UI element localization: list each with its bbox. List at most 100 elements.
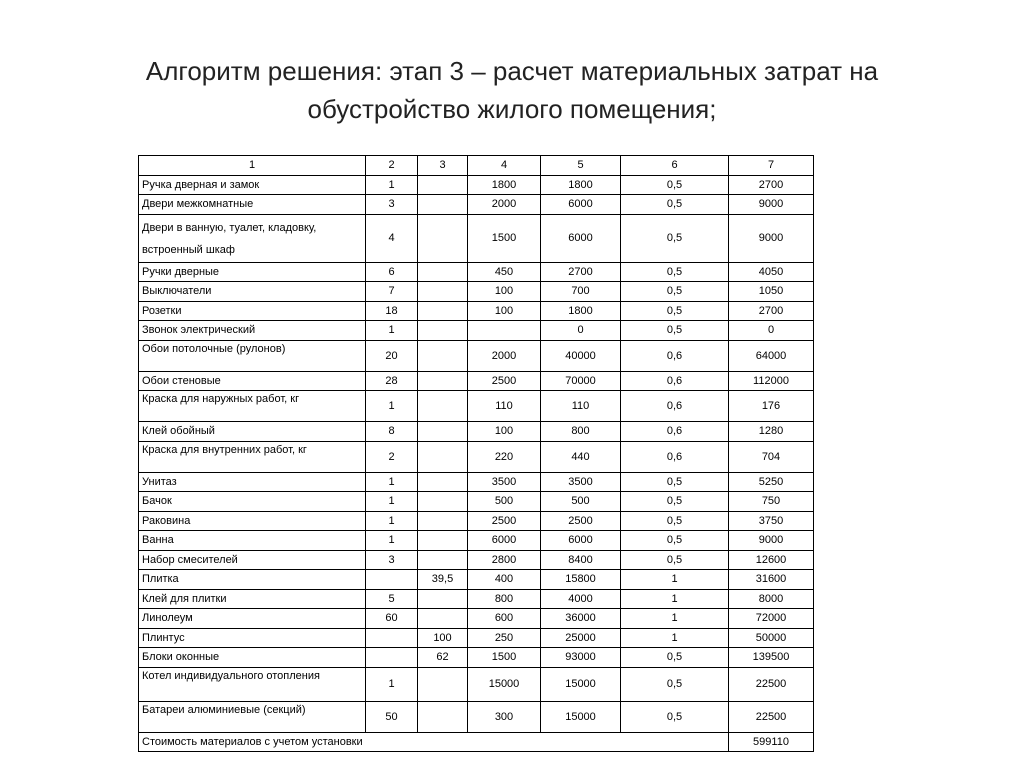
value-cell: 9000 [728, 530, 814, 551]
value-cell: 2500 [467, 510, 541, 531]
value-cell: 1500 [467, 647, 541, 668]
table-row: Розетки 18 100 1800 0,5 2700 [138, 300, 814, 321]
table-row: Ручки дверные 6 450 2700 0,5 4050 [138, 261, 814, 282]
table-row: Батареи алюминиевые (секций) 50 300 15000 0,… [138, 700, 814, 733]
value-cell: 25000 [540, 627, 621, 648]
value-cell: 6000 [540, 194, 621, 215]
value-cell [417, 440, 468, 473]
value-cell: 2500 [467, 370, 541, 391]
value-cell: 0,6 [620, 370, 729, 391]
item-name-cell: Набор смесителей [138, 549, 366, 570]
value-cell [417, 194, 468, 215]
value-cell: 31600 [728, 569, 814, 590]
table-row: Краска для наружных работ, кг 1 110 110 0,6 1… [138, 390, 814, 422]
item-name-cell: Батареи алюминиевые (секций) [138, 700, 366, 733]
value-cell [417, 370, 468, 391]
value-cell: 1280 [728, 421, 814, 442]
value-cell: 800 [467, 588, 541, 609]
value-cell: 1 [620, 569, 729, 590]
header-cell: 5 [540, 155, 621, 176]
item-name-cell: Ручка дверная и замок [138, 174, 366, 195]
value-cell: 50000 [728, 627, 814, 648]
value-cell: 3 [365, 549, 418, 570]
value-cell: 15000 [540, 700, 621, 733]
value-cell: 7 [365, 281, 418, 302]
value-cell [417, 300, 468, 321]
value-cell: 0 [540, 320, 621, 341]
value-cell [417, 608, 468, 629]
table-row: Двери в ванную, туалет, кладовку, встрое… [138, 213, 814, 263]
table-row: Унитаз 1 3500 3500 0,5 5250 [138, 471, 814, 492]
value-cell: 3500 [540, 471, 621, 492]
table-row: Ванна 1 6000 6000 0,5 9000 [138, 530, 814, 551]
value-cell [417, 320, 468, 341]
value-cell: 450 [467, 261, 541, 282]
value-cell: 600 [467, 608, 541, 629]
value-cell: 1 [620, 608, 729, 629]
value-cell: 5 [365, 588, 418, 609]
value-cell: 6 [365, 261, 418, 282]
value-cell: 8 [365, 421, 418, 442]
value-cell: 0,5 [620, 491, 729, 512]
value-cell: 9000 [728, 213, 814, 263]
header-cell: 7 [728, 155, 814, 176]
value-cell: 440 [540, 440, 621, 473]
item-name-cell: Линолеум [138, 608, 366, 629]
table-row: Раковина 1 2500 2500 0,5 3750 [138, 510, 814, 531]
table-row: Плинтус 100 250 25000 1 50000 [138, 627, 814, 648]
value-cell: 2 [365, 440, 418, 473]
item-name-cell: Обои потолочные (рулонов) [138, 339, 366, 372]
item-name-cell: Звонок электрический [138, 320, 366, 341]
value-cell: 0,5 [620, 510, 729, 531]
value-cell: 8400 [540, 549, 621, 570]
value-cell: 0,6 [620, 339, 729, 372]
value-cell: 1 [620, 588, 729, 609]
value-cell: 1050 [728, 281, 814, 302]
value-cell: 100 [467, 300, 541, 321]
table-row: Плитка 39,5 400 15800 1 31600 [138, 569, 814, 590]
item-name-cell: Розетки [138, 300, 366, 321]
value-cell: 64000 [728, 339, 814, 372]
value-cell: 1800 [540, 174, 621, 195]
value-cell: 500 [467, 491, 541, 512]
value-cell: 220 [467, 440, 541, 473]
value-cell: 3 [365, 194, 418, 215]
value-cell: 0,5 [620, 471, 729, 492]
slide-title: Алгоритм решения: этап 3 – расчет матери… [0, 52, 1024, 128]
value-cell [417, 491, 468, 512]
value-cell [365, 569, 418, 590]
item-name-cell: Краска для наружных работ, кг [138, 390, 366, 422]
table-row: Двери межкомнатные 3 2000 6000 0,5 9000 [138, 194, 814, 215]
value-cell: 250 [467, 627, 541, 648]
value-cell [417, 339, 468, 372]
item-name-cell: Ванна [138, 530, 366, 551]
value-cell [417, 588, 468, 609]
value-cell: 72000 [728, 608, 814, 629]
value-cell: 0,5 [620, 213, 729, 263]
value-cell: 500 [540, 491, 621, 512]
table-row: Клей обойный 8 100 800 0,6 1280 [138, 421, 814, 442]
table-row: Обои стеновые 28 2500 70000 0,6 112000 [138, 370, 814, 391]
item-name-cell: Двери межкомнатные [138, 194, 366, 215]
value-cell: 93000 [540, 647, 621, 668]
value-cell: 110 [467, 390, 541, 422]
item-name-cell: Краска для внутренних работ, кг [138, 440, 366, 473]
table-row: Краска для внутренних работ, кг 2 220 440 0,… [138, 440, 814, 473]
value-cell: 15000 [540, 666, 621, 702]
value-cell: 0,5 [620, 194, 729, 215]
value-cell: 3500 [467, 471, 541, 492]
table-row: Клей для плитки 5 800 4000 1 8000 [138, 588, 814, 609]
value-cell: 2800 [467, 549, 541, 570]
value-cell: 100 [467, 281, 541, 302]
value-cell: 0,5 [620, 666, 729, 702]
value-cell: 750 [728, 491, 814, 512]
value-cell: 22500 [728, 700, 814, 733]
value-cell [417, 549, 468, 570]
value-cell: 40000 [540, 339, 621, 372]
value-cell: 1 [365, 390, 418, 422]
value-cell: 139500 [728, 647, 814, 668]
table-row: Обои потолочные (рулонов) 20 2000 40000 0,6 6… [138, 339, 814, 372]
item-name-cell: Плинтус [138, 627, 366, 648]
value-cell: 0,5 [620, 530, 729, 551]
